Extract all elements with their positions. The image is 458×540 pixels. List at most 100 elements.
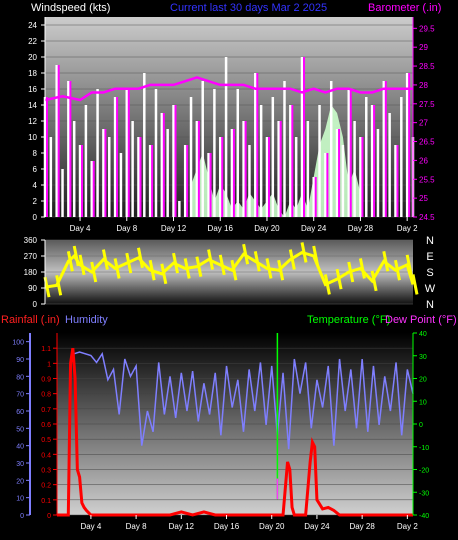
y2-tick-label: 25	[419, 194, 428, 203]
rain-tick-label: 0.4	[41, 452, 51, 459]
rain-tick-label: 0.6	[41, 422, 51, 429]
rain-y-axis: 0 0.1 0.2 0.3 0.4 0.5 0.6 0.7 0.8 0.9 1 1.1	[41, 346, 57, 520]
direction-scatter	[195, 256, 203, 277]
wind-x-axis: Day 4 Day 8 Day 12 Day 16 Day 20 Day 24 Day 28…	[70, 217, 418, 233]
compass-label: E	[426, 251, 433, 263]
rain-tick-label: 0.9	[41, 377, 51, 384]
rain-x-axis: Day 4 Day 8 Day 12 Day 16 Day 20 Day 24 Day 28…	[80, 515, 418, 531]
x-tick-label: Day 2	[397, 224, 418, 233]
direction-scatter	[90, 261, 98, 283]
humidity-tick-label: 10	[16, 496, 24, 503]
x-tick-label: Day 24	[304, 522, 330, 531]
x-tick-label: Day 12	[161, 224, 187, 233]
y-tick-label: 18	[28, 69, 37, 78]
y-tick-label: 270	[24, 252, 38, 261]
direction-scatter	[160, 263, 168, 285]
y-tick-label: 14	[28, 101, 37, 110]
humidity-tick-label: 20	[16, 478, 24, 485]
barometer-axis-label: Barometer (.in)	[368, 2, 441, 14]
temperature-tick-label: 0	[419, 422, 423, 429]
wind-axis-label: Windspeed (kts)	[31, 2, 110, 14]
x-tick-label: Day 12	[169, 522, 195, 531]
dewpoint-legend-label: Dew Point (°F)	[385, 314, 457, 326]
y-tick-label: 180	[24, 268, 38, 277]
direction-y-axis: 0 90 180 270 360	[24, 236, 45, 309]
humidity-tick-label: 60	[16, 409, 24, 416]
x-tick-label: Day 20	[259, 522, 285, 531]
direction-scatter	[136, 247, 144, 269]
y-tick-label: 12	[28, 117, 37, 126]
y2-tick-label: 26	[419, 156, 428, 165]
direction-scatter	[277, 259, 285, 281]
y-tick-label: 90	[28, 284, 37, 293]
temperature-tick-label: -10	[419, 445, 429, 452]
y2-tick-label: 25.5	[419, 175, 435, 184]
rain-tick-label: 0.5	[41, 437, 51, 444]
x-tick-label: Day 2	[397, 522, 418, 531]
direction-scatter	[125, 252, 133, 274]
y2-tick-label: 29	[419, 43, 428, 52]
direction-scatter	[253, 251, 261, 272]
y2-tick-label: 26.5	[419, 138, 435, 147]
rain-tick-label: 0.3	[41, 468, 51, 475]
direction-scatter	[242, 243, 250, 265]
compass-label: S	[426, 267, 433, 279]
x-tick-label: Day 16	[208, 224, 234, 233]
compass-label: N	[426, 235, 434, 247]
temperature-tick-label: 40	[419, 331, 427, 338]
y-tick-label: 16	[28, 85, 37, 94]
y-tick-label: 4	[33, 181, 38, 190]
direction-scatter	[411, 274, 419, 295]
x-tick-label: Day 24	[301, 224, 327, 233]
direction-scatter	[300, 242, 308, 263]
y2-tick-label: 24.5	[419, 213, 435, 222]
direction-scatter	[323, 274, 331, 295]
rain-tick-label: 0.1	[41, 498, 51, 505]
rain-humidity-temp-panel: 0 0.1 0.2 0.3 0.4 0.5 0.6 0.7 0.8 0.9 1 1.1 0 10 20 30…	[1, 314, 457, 531]
humidity-series	[73, 351, 414, 450]
y-tick-label: 360	[24, 236, 38, 245]
direction-scatter	[113, 258, 121, 279]
direction-scatter	[218, 254, 226, 276]
humidity-tick-label: 40	[16, 444, 24, 451]
humidity-legend-label: Humidity	[65, 314, 108, 326]
y-tick-label: 10	[28, 133, 37, 142]
rain-tick-label: 0.2	[41, 483, 51, 490]
y-tick-label: 20	[28, 53, 37, 62]
humidity-tick-label: 80	[16, 374, 24, 381]
direction-scatter	[265, 258, 273, 279]
temperature-tick-label: 20	[419, 377, 427, 384]
humidity-tick-label: 50	[16, 426, 24, 433]
humidity-tick-label: 70	[16, 392, 24, 399]
direction-line	[44, 250, 415, 289]
barometer-y-axis: 24.5 25 25.5 26 26.5 27 27.5 28 28.5 29 29.5	[413, 24, 435, 222]
y-tick-label: 0	[33, 213, 38, 222]
humidity-line	[73, 351, 414, 450]
rain-tick-label: 1.1	[41, 346, 51, 353]
y-tick-label: 2	[33, 197, 38, 206]
direction-scatter	[101, 249, 109, 270]
direction-scatter	[43, 276, 51, 298]
y2-tick-label: 27.5	[419, 100, 435, 109]
rain-legend-label: Rainfall (.in)	[1, 314, 60, 326]
x-tick-label: Day 8	[116, 224, 137, 233]
rain-line	[57, 347, 413, 517]
temperature-tick-label: 30	[419, 354, 427, 361]
direction-scatter	[405, 254, 413, 276]
rain-tick-label: 1	[47, 361, 51, 368]
temperature-legend-label: Temperature (°F)	[307, 314, 390, 326]
temperature-tick-label: -20	[419, 468, 429, 475]
x-tick-label: Day 20	[254, 224, 280, 233]
direction-scatter	[347, 261, 355, 283]
temperature-tick-label: -30	[419, 490, 429, 497]
x-tick-label: Day 16	[214, 522, 240, 531]
temperature-tick-label: -40	[419, 513, 429, 520]
humidity-tick-label: 0	[20, 513, 24, 520]
y-tick-label: 22	[28, 37, 37, 46]
humidity-tick-label: 30	[16, 461, 24, 468]
temperature-tick-label: 10	[419, 399, 427, 406]
direction-scatter	[172, 252, 179, 274]
direction-scatter	[148, 259, 156, 281]
